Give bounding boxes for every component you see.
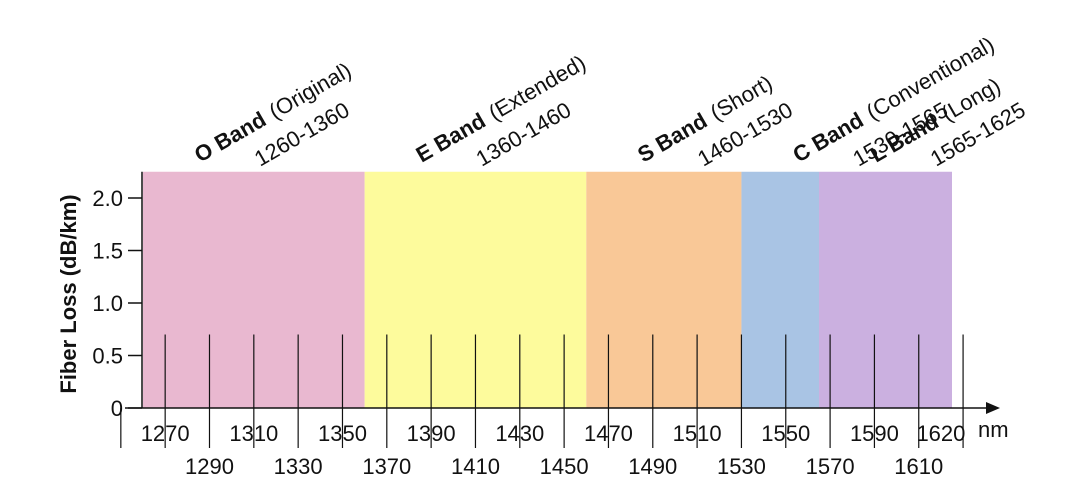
- x-tick-label-lower: 1290: [185, 454, 234, 479]
- x-tick-label-lower: 1610: [894, 454, 943, 479]
- axes-layer: [125, 171, 1000, 414]
- band-rect-l: [819, 171, 952, 408]
- channel-lines-layer: [164, 334, 964, 408]
- x-tick-label-upper: 1270: [141, 421, 190, 446]
- x-tick-label-lower: 1410: [451, 454, 500, 479]
- x-tick-label-upper: 1510: [673, 421, 722, 446]
- x-tick-label-upper: 1350: [318, 421, 367, 446]
- x-tick-label-upper: 1390: [407, 421, 456, 446]
- y-tick-label: 2.0: [92, 186, 123, 211]
- y-tick-label: 1.5: [92, 239, 123, 264]
- band-rect-c: [741, 171, 820, 408]
- x-tick-label-lower: 1530: [717, 454, 766, 479]
- x-tick-label-lower: 1330: [274, 454, 323, 479]
- bands-layer: [143, 171, 952, 408]
- x-axis-arrowhead: [986, 402, 1000, 414]
- x-axis-unit: nm: [978, 417, 1009, 442]
- x-tick-label-lower: 1450: [540, 454, 589, 479]
- x-tick-label-lower: 1570: [806, 454, 855, 479]
- band-label-e: E Band(Extended)1360-1460: [412, 50, 590, 171]
- band-rect-s: [586, 171, 742, 408]
- band-labels-layer: O Band(Original)1260-1360 E Band(Extended…: [190, 32, 1030, 172]
- band-label-o: O Band(Original)1260-1360: [190, 57, 356, 171]
- x-tick-label-lower: 1370: [362, 454, 411, 479]
- y-tick-label: 0.5: [92, 344, 123, 369]
- x-tick-label-upper: 1310: [229, 421, 278, 446]
- y-tick-label: 1.0: [92, 291, 123, 316]
- band-label-s: S Band(Short)1460-1530: [633, 70, 797, 171]
- y-ticks-layer: 0 0.5 1.0 1.5 2.0: [92, 186, 142, 421]
- x-tick-label-upper: 1470: [584, 421, 633, 446]
- x-ticks-layer: 1270 1310 1350 1390 1430 1470 1510 1550 1590 1620…: [120, 408, 965, 479]
- y-tick-label: 0: [111, 396, 123, 421]
- x-tick-label-upper: 1620: [916, 421, 965, 446]
- x-tick-label-upper: 1430: [495, 421, 544, 446]
- x-tick-label-upper: 1590: [850, 421, 899, 446]
- x-tick-label-upper: 1550: [761, 421, 810, 446]
- x-tick-label-lower: 1490: [628, 454, 677, 479]
- y-axis-title: Fiber Loss (dB/km): [56, 194, 81, 393]
